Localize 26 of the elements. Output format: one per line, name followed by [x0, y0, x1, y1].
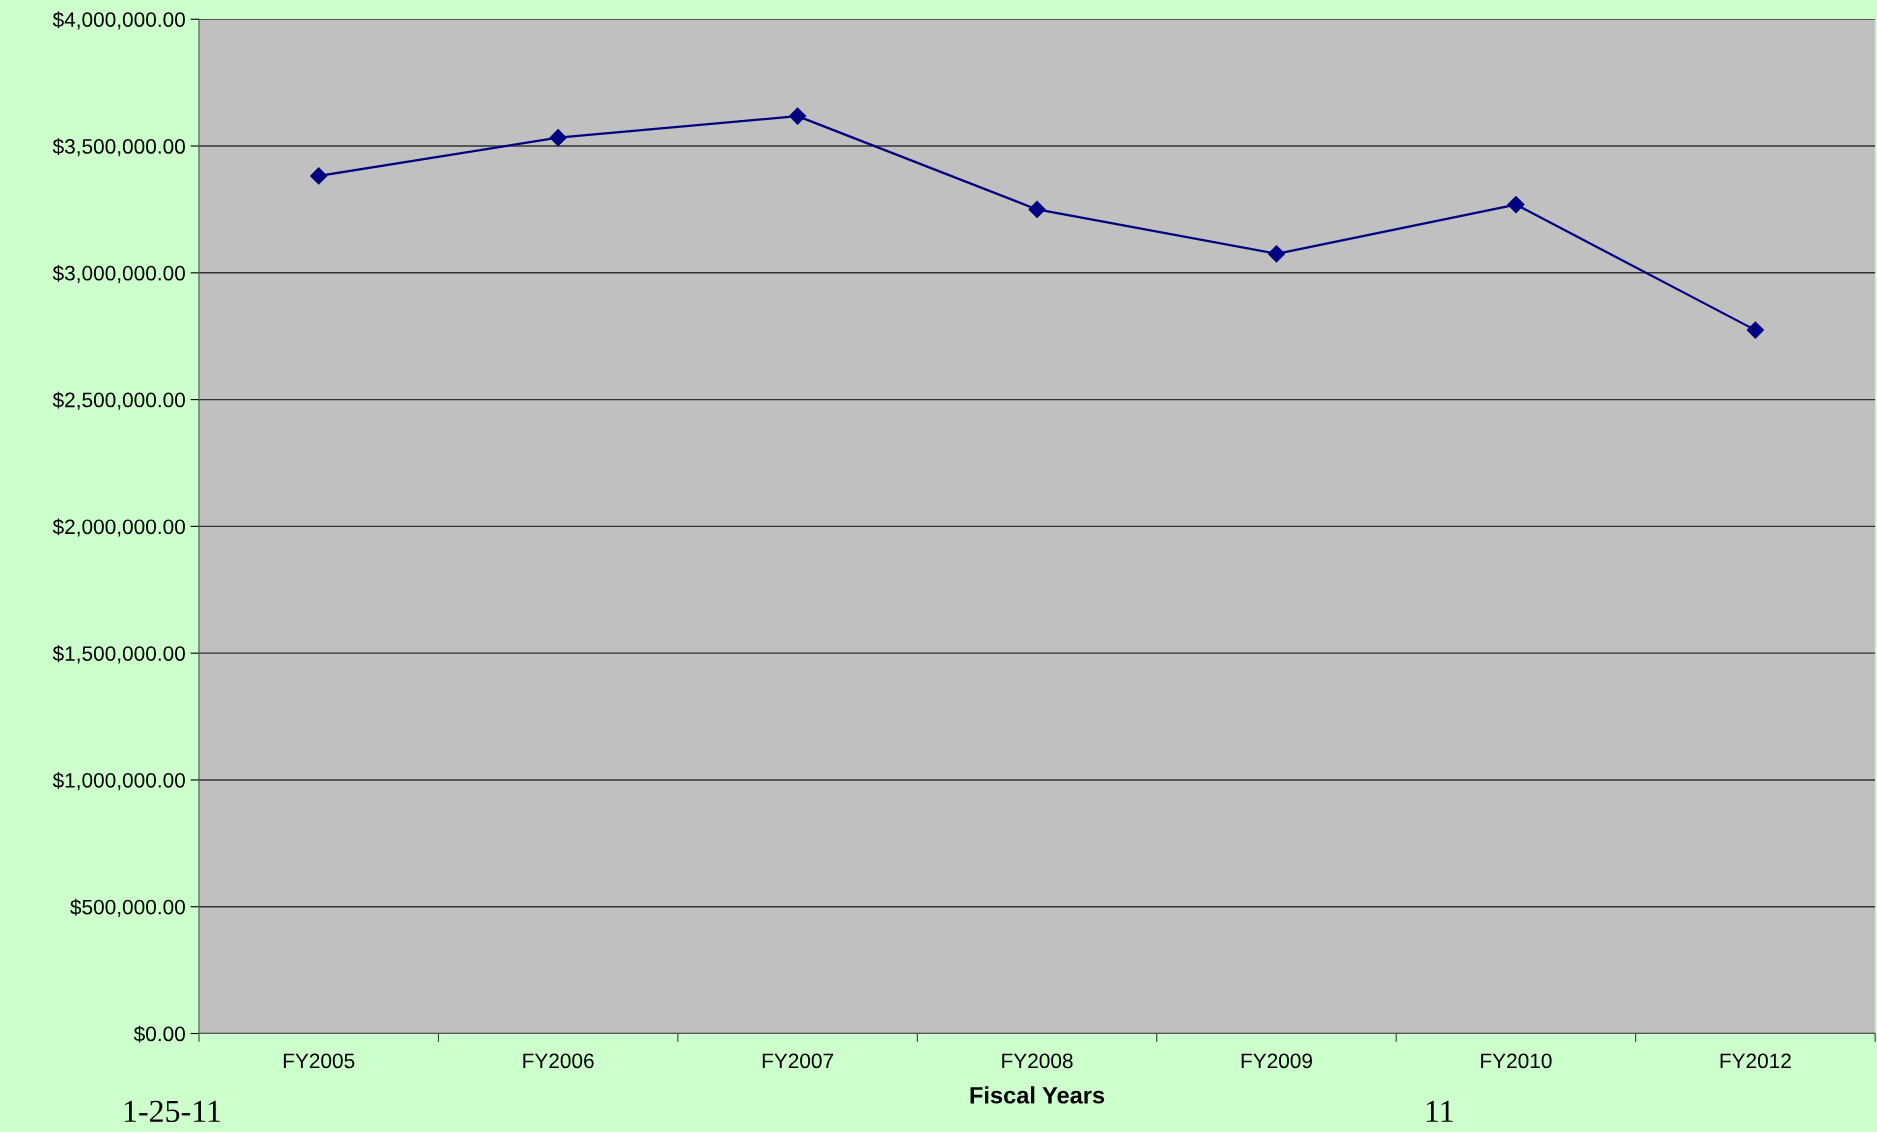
- y-tick-label: $0.00: [133, 1025, 185, 1043]
- text: 1-25-11: [124, 1100, 221, 1123]
- y-tick-label: $1,000,000.00: [52, 772, 185, 791]
- point: [310, 167, 328, 185]
- y-tick-label: $2,500,000.00: [52, 391, 185, 410]
- x-tick-label: FY2012: [1720, 1053, 1791, 1069]
- x-tick-label: FY2005: [283, 1053, 355, 1069]
- text: 11: [1426, 1100, 1453, 1122]
- y-tick-label: $4,000,000.00: [52, 11, 185, 30]
- point: [1267, 245, 1286, 263]
- point: [789, 107, 807, 125]
- point: [1507, 196, 1525, 214]
- x-tick-label: FY2009: [1241, 1053, 1312, 1069]
- x-tick-label: FY2007: [762, 1053, 834, 1069]
- y-tick-label: $1,500,000.00: [52, 645, 185, 664]
- y-tick-label: $500,000.00: [70, 898, 185, 917]
- y-tick-label: $3,000,000.00: [52, 264, 185, 284]
- y-tick-label: $3,500,000.00: [52, 138, 185, 157]
- y-tick-label: $2,000,000.00: [52, 518, 185, 537]
- point: [549, 129, 567, 147]
- x-tick-label: FY2008: [1002, 1053, 1073, 1069]
- point: [1028, 200, 1046, 218]
- x-tick-label: FY2006: [523, 1053, 594, 1069]
- point: [1746, 321, 1764, 339]
- x-axis-title: Fiscal Years: [970, 1086, 1105, 1104]
- x-tick-label: FY2010: [1481, 1053, 1552, 1069]
